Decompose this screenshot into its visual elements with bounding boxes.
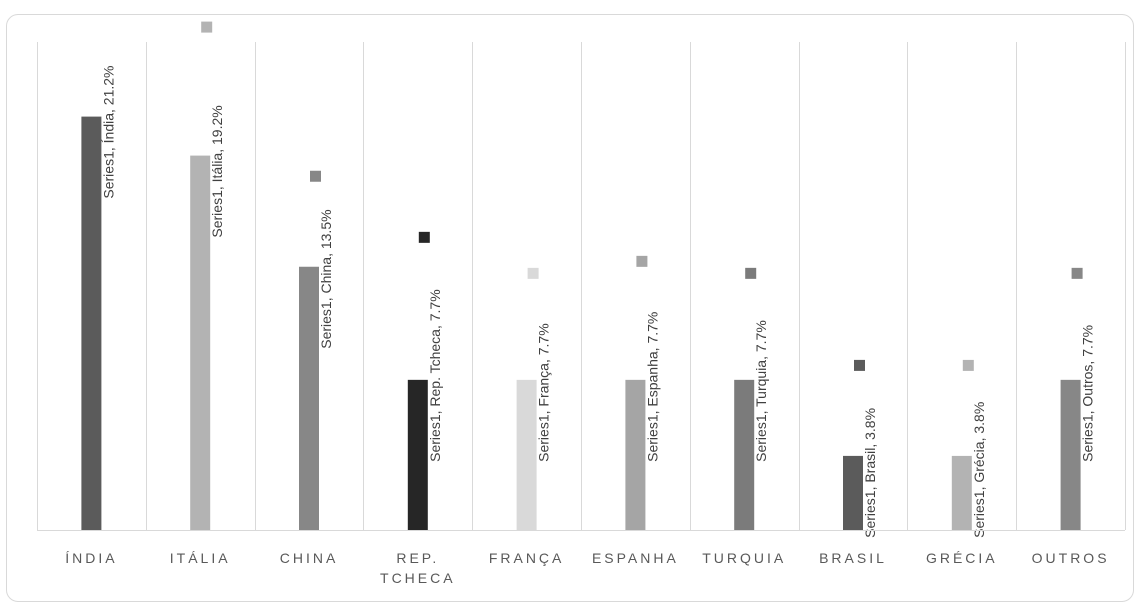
category-label-line: REP. (396, 550, 440, 566)
legend-key-marker (1071, 267, 1083, 279)
category-label: BRASIL (803, 548, 903, 568)
category-label-line: ITÁLIA (169, 550, 231, 566)
category-label-line: BRASIL (819, 550, 887, 566)
category-label-line: CHINA (279, 550, 339, 566)
legend-key-marker (962, 359, 974, 371)
legend-key-marker (527, 267, 539, 279)
category-label-line: TCHECA (380, 570, 456, 586)
bar (734, 379, 755, 530)
legend-key-marker (201, 21, 213, 33)
data-label: Series1, Espanha, 7.7% (644, 312, 660, 462)
bar (299, 266, 319, 530)
bar (81, 116, 102, 530)
data-label: Series1, Outros, 7.7% (1080, 325, 1096, 462)
legend-key-marker (418, 231, 430, 243)
category-label-line: GRÉCIA (925, 550, 998, 566)
data-label: Series1, Grécia, 3.8% (971, 402, 987, 538)
category-label: OUTROS (1021, 548, 1121, 568)
bar (843, 455, 863, 530)
category-label: TURQUIA (694, 548, 794, 568)
bar (625, 379, 646, 530)
category-label: REP. TCHECA (368, 548, 468, 588)
category-label-line: OUTROS (1031, 550, 1110, 566)
data-label: Series1, Turquia, 7.7% (753, 320, 769, 462)
category-label-line: ÍNDIA (65, 550, 118, 566)
bar (951, 455, 972, 530)
category-label: ÍNDIA (41, 548, 141, 568)
category-label-line: ESPANHA (591, 550, 679, 566)
bar (1060, 379, 1081, 530)
legend-key-marker (636, 255, 648, 267)
data-label: Series1, Índia, 21.2% (100, 66, 116, 199)
data-label: Series1, Rep. Tcheca, 7.7% (427, 289, 443, 462)
category-label: GRÉCIA (912, 548, 1012, 568)
bar (407, 379, 428, 530)
bar (516, 379, 537, 530)
category-label: CHINA (259, 548, 359, 568)
data-label: Series1, China, 13.5% (318, 209, 334, 348)
category-label: ITÁLIA (150, 548, 250, 568)
data-label: Series1, Itália, 19.2% (209, 105, 225, 237)
legend-key-marker (745, 267, 757, 279)
category-label: ESPANHA (585, 548, 685, 568)
data-label: Series1, França, 7.7% (536, 323, 552, 462)
data-label: Series1, Brasil, 3.8% (862, 408, 878, 538)
bar (190, 155, 211, 530)
category-label: FRANÇA (477, 548, 577, 568)
category-label-line: FRANÇA (488, 550, 565, 566)
legend-key-marker (854, 359, 865, 371)
legend-key-marker (310, 170, 321, 182)
category-label-line: TURQUIA (702, 550, 787, 566)
